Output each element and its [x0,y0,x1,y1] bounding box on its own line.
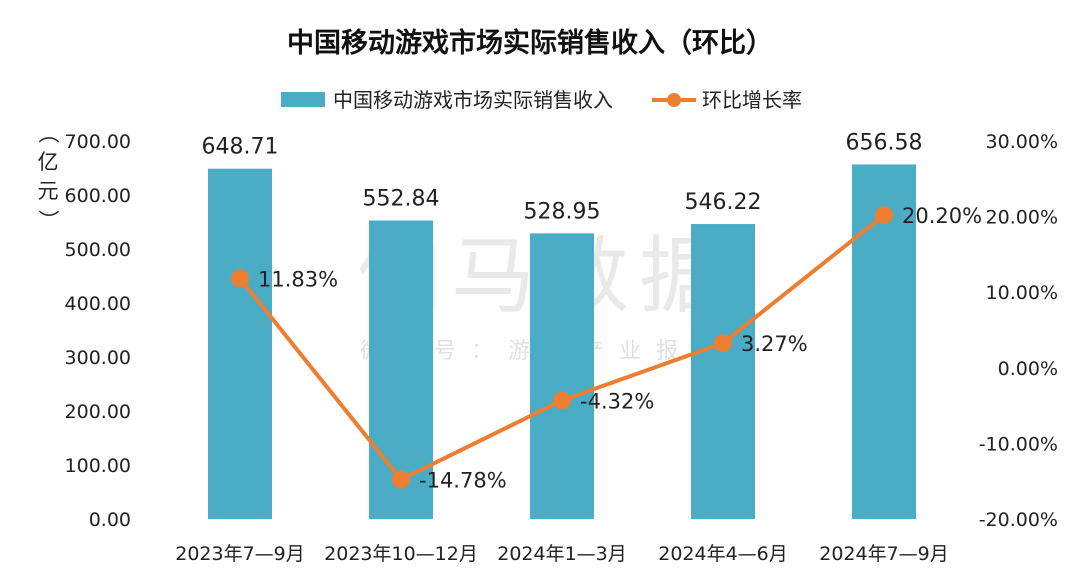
bar-data-label: 648.71 [202,135,279,160]
line-point [392,470,410,489]
y-right-tick-label: 30.00% [986,131,1058,153]
y-axis-title-char: ） [36,210,60,231]
x-tick-label: 2023年7—9月 [175,543,305,565]
legend-label-line: 环比增长率 [702,88,802,112]
y-axis-left: 0.00 100.00 200.00 300.00 400.00 500.00 600.00… [65,131,131,531]
y-right-tick-label: 0.00% [998,358,1058,380]
y-axis-right: -20.00% -10.00% 0.00% 10.00% 20.00% 30.00% [979,131,1058,531]
y-left-tick-label: 700.00 [65,131,131,153]
y-left-tick-label: 400.00 [65,293,131,315]
line-data-label: -14.78% [419,469,507,493]
chart-title: 中国移动游戏市场实际销售收入（环比） [287,27,773,59]
y-left-tick-label: 200.00 [65,401,131,423]
y-axis-title-char: （ [36,123,60,144]
line-point [231,269,249,288]
y-right-tick-label: -20.00% [979,509,1058,531]
bar-data-label: 552.84 [363,186,440,211]
y-right-tick-label: -10.00% [979,433,1058,455]
x-axis: 2023年7—9月 2023年10—12月 2024年1—3月 2024年4—6月 20… [175,543,949,565]
bar-data-label: 528.95 [524,199,601,224]
line-data-label: 20.20% [902,204,982,228]
line-series: 11.83% -14.78% -4.32% 3.27% 20.20% [231,204,982,493]
bar-data-label: 546.22 [685,190,762,215]
y-axis-title: （ 亿元 ） [36,123,60,231]
y-left-tick-label: 100.00 [65,455,131,477]
y-right-tick-label: 10.00% [986,282,1058,304]
bar [691,224,755,519]
x-tick-label: 2024年1—3月 [497,543,627,565]
y-left-tick-label: 0.00 [89,509,131,531]
y-right-tick-label: 20.00% [986,207,1058,229]
x-tick-label: 2023年10—12月 [324,543,478,565]
line-data-label: -4.32% [580,389,654,413]
legend-label-bar: 中国移动游戏市场实际销售收入 [333,88,613,112]
bar-series: 648.71 552.84 528.95 546.22 656.58 [202,130,923,520]
bar-data-label: 656.58 [846,130,923,155]
line-point [875,206,893,225]
x-tick-label: 2024年4—6月 [658,543,788,565]
line-data-label: 11.83% [258,267,338,291]
line-point [553,391,571,410]
line-data-label: 3.27% [741,332,808,356]
y-left-tick-label: 600.00 [65,185,131,207]
legend-swatch-bar [281,92,325,107]
y-axis-title-char: 亿 [38,150,59,174]
bar [530,233,594,519]
y-axis-title-char: 元 [38,179,59,203]
x-tick-label: 2024年7—9月 [819,543,949,565]
line-point [714,334,732,353]
legend-swatch-marker [667,93,681,107]
y-left-tick-label: 300.00 [65,347,131,369]
legend: 中国移动游戏市场实际销售收入 环比增长率 [281,88,802,112]
y-left-tick-label: 500.00 [65,239,131,261]
bar [208,168,272,519]
